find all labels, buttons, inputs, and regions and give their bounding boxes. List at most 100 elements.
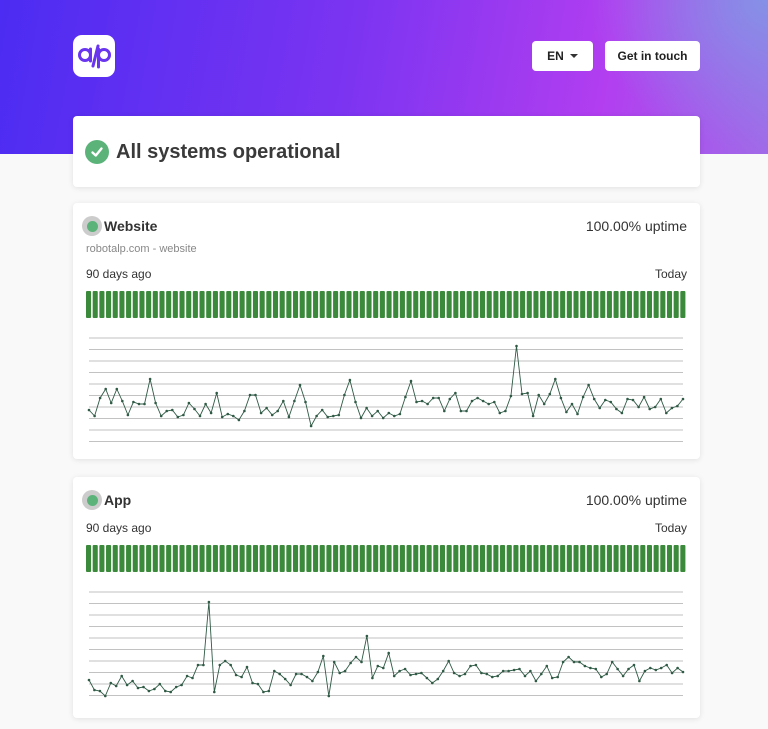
uptime-day-bar[interactable]	[319, 291, 325, 318]
uptime-day-bar[interactable]	[106, 291, 112, 318]
uptime-day-bar[interactable]	[279, 291, 285, 318]
uptime-day-bar[interactable]	[246, 545, 252, 572]
uptime-day-bar[interactable]	[653, 291, 659, 318]
uptime-day-bar[interactable]	[259, 545, 265, 572]
uptime-day-bar[interactable]	[99, 545, 105, 572]
uptime-day-bar[interactable]	[152, 545, 158, 572]
uptime-day-bar[interactable]	[560, 545, 566, 572]
uptime-day-bar[interactable]	[293, 545, 299, 572]
uptime-day-bar[interactable]	[493, 545, 499, 572]
uptime-day-bar[interactable]	[339, 291, 345, 318]
uptime-day-bar[interactable]	[393, 545, 399, 572]
uptime-day-bar[interactable]	[206, 291, 212, 318]
uptime-day-bar[interactable]	[112, 545, 118, 572]
uptime-day-bar[interactable]	[459, 291, 466, 318]
uptime-day-bar[interactable]	[119, 545, 125, 572]
uptime-day-bar[interactable]	[126, 291, 132, 318]
uptime-day-bar[interactable]	[232, 291, 238, 318]
uptime-day-bar[interactable]	[252, 291, 259, 318]
uptime-day-bar[interactable]	[139, 291, 145, 318]
uptime-day-bar[interactable]	[600, 291, 606, 318]
uptime-day-bar[interactable]	[633, 291, 639, 318]
uptime-day-bar[interactable]	[473, 545, 479, 572]
uptime-day-bar[interactable]	[573, 291, 579, 318]
uptime-day-bar[interactable]	[199, 545, 205, 572]
uptime-day-bar[interactable]	[520, 545, 526, 572]
uptime-day-bar[interactable]	[479, 291, 486, 318]
uptime-day-bar[interactable]	[513, 545, 519, 572]
uptime-day-bar[interactable]	[606, 545, 612, 572]
uptime-day-bar[interactable]	[506, 545, 512, 572]
uptime-day-bar[interactable]	[172, 291, 178, 318]
uptime-day-bar[interactable]	[379, 545, 385, 572]
uptime-day-bar[interactable]	[533, 545, 539, 572]
uptime-day-bar[interactable]	[159, 291, 165, 318]
uptime-day-bar[interactable]	[339, 545, 345, 572]
uptime-day-bar[interactable]	[586, 291, 592, 318]
uptime-day-bar[interactable]	[540, 291, 546, 318]
uptime-day-bar[interactable]	[526, 291, 532, 318]
uptime-day-bar[interactable]	[192, 291, 198, 318]
uptime-day-bar[interactable]	[439, 545, 445, 572]
uptime-day-bar[interactable]	[373, 291, 379, 318]
uptime-day-bar[interactable]	[306, 291, 312, 318]
uptime-day-bar[interactable]	[359, 291, 365, 318]
uptime-day-bar[interactable]	[459, 545, 466, 572]
uptime-day-bar[interactable]	[399, 291, 405, 318]
uptime-day-bar[interactable]	[366, 545, 372, 572]
uptime-day-bar[interactable]	[386, 545, 392, 572]
uptime-day-bar[interactable]	[206, 545, 212, 572]
uptime-day-bar[interactable]	[413, 291, 419, 318]
uptime-day-bar[interactable]	[272, 291, 279, 318]
uptime-day-bar[interactable]	[453, 291, 459, 318]
uptime-day-bar[interactable]	[279, 545, 285, 572]
uptime-day-bar[interactable]	[633, 545, 639, 572]
uptime-day-bar[interactable]	[419, 545, 425, 572]
uptime-day-bar[interactable]	[92, 291, 98, 318]
uptime-day-bar[interactable]	[660, 291, 666, 318]
uptime-day-bar[interactable]	[186, 545, 192, 572]
uptime-day-bar[interactable]	[199, 291, 205, 318]
uptime-day-bar[interactable]	[313, 291, 319, 318]
uptime-day-bar[interactable]	[406, 545, 412, 572]
uptime-day-bar[interactable]	[246, 291, 252, 318]
uptime-day-bar[interactable]	[479, 545, 486, 572]
uptime-day-bar[interactable]	[92, 545, 98, 572]
uptime-day-bar[interactable]	[299, 545, 305, 572]
uptime-day-bar[interactable]	[326, 545, 332, 572]
uptime-day-bar[interactable]	[166, 291, 172, 318]
uptime-day-bar[interactable]	[179, 291, 185, 318]
uptime-day-bar[interactable]	[566, 291, 572, 318]
uptime-day-bar[interactable]	[166, 545, 172, 572]
uptime-day-bar[interactable]	[580, 545, 586, 572]
uptime-day-bar[interactable]	[646, 291, 653, 318]
uptime-day-bar[interactable]	[419, 291, 425, 318]
uptime-day-bar[interactable]	[566, 545, 572, 572]
uptime-day-bar[interactable]	[486, 291, 492, 318]
uptime-day-bar[interactable]	[286, 545, 292, 572]
uptime-bars[interactable]	[86, 545, 687, 572]
uptime-day-bar[interactable]	[466, 291, 472, 318]
uptime-day-bar[interactable]	[606, 291, 612, 318]
uptime-day-bar[interactable]	[473, 291, 479, 318]
uptime-day-bar[interactable]	[252, 545, 259, 572]
uptime-day-bar[interactable]	[553, 545, 559, 572]
uptime-day-bar[interactable]	[232, 545, 238, 572]
uptime-day-bar[interactable]	[212, 291, 218, 318]
uptime-day-bar[interactable]	[520, 291, 526, 318]
uptime-day-bar[interactable]	[553, 291, 559, 318]
uptime-day-bar[interactable]	[680, 291, 686, 318]
uptime-day-bar[interactable]	[112, 291, 118, 318]
uptime-day-bar[interactable]	[272, 545, 279, 572]
uptime-day-bar[interactable]	[626, 545, 632, 572]
uptime-day-bar[interactable]	[486, 545, 492, 572]
uptime-day-bar[interactable]	[319, 545, 325, 572]
uptime-day-bar[interactable]	[346, 545, 352, 572]
uptime-day-bar[interactable]	[119, 291, 125, 318]
uptime-day-bar[interactable]	[353, 545, 359, 572]
uptime-day-bar[interactable]	[106, 545, 112, 572]
uptime-day-bar[interactable]	[513, 291, 519, 318]
uptime-day-bar[interactable]	[493, 291, 499, 318]
uptime-day-bar[interactable]	[139, 545, 145, 572]
uptime-day-bar[interactable]	[540, 545, 546, 572]
